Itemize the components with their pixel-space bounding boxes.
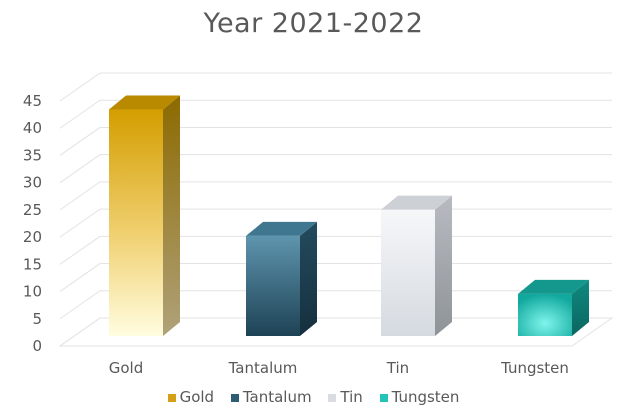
legend-item-tin: Tin (328, 388, 363, 406)
bar-side-gold (163, 95, 180, 337)
y-tick-label-35: 35 (23, 146, 42, 164)
bar-front-gold (109, 109, 163, 337)
x-tick-label-tantalum: Tantalum (228, 359, 298, 377)
legend-item-gold: Gold (167, 388, 215, 406)
legend-swatch-gold (167, 393, 176, 402)
chart-title: Year 2021-2022 (203, 8, 424, 39)
bar-tin (381, 195, 452, 336)
gridline-35 (59, 126, 612, 156)
bar-top-tin (381, 195, 452, 210)
gridline-45 (59, 72, 612, 102)
legend-swatch-tin (328, 393, 337, 402)
y-tick-label-10: 10 (23, 283, 42, 301)
chart-floor (58, 317, 614, 347)
x-tick-label-gold: Gold (109, 359, 144, 377)
y-tick-label-45: 45 (23, 92, 42, 110)
bar-front-tantalum (246, 235, 300, 336)
y-tick-label-30: 30 (23, 174, 42, 192)
y-tick-label-0: 0 (32, 337, 42, 355)
bar-gold (109, 95, 180, 337)
y-tick-label-5: 5 (32, 310, 42, 328)
y-tick-label-40: 40 (23, 119, 42, 137)
gridline-10 (59, 263, 612, 292)
bar-top-gold (109, 95, 180, 110)
bar-front-tin (381, 209, 435, 336)
legend-swatch-tantalum (230, 393, 239, 402)
bar-top-tantalum (246, 221, 317, 236)
bar-front-tungsten (518, 293, 572, 336)
legend-swatch-tungsten (379, 393, 388, 402)
x-tick-label-tin: Tin (386, 359, 409, 377)
legend-label-tantalum: Tantalum (242, 388, 312, 406)
gridline-40 (59, 99, 612, 129)
legend-item-tungsten: Tungsten (379, 388, 460, 406)
legend-label-tungsten: Tungsten (391, 388, 460, 406)
x-tick-label-tungsten: Tungsten (500, 359, 569, 377)
bar-side-tin (435, 195, 452, 336)
legend-label-tin: Tin (340, 388, 363, 406)
gridline-25 (59, 181, 612, 211)
y-tick-label-25: 25 (23, 201, 42, 219)
gridline-20 (59, 208, 612, 238)
gridline-30 (59, 154, 612, 184)
gridline-15 (59, 235, 612, 265)
bar-tungsten (518, 279, 589, 336)
y-tick-label-20: 20 (23, 228, 42, 246)
legend-label-gold: Gold (179, 388, 215, 406)
bar-side-tantalum (300, 221, 317, 336)
legend-item-tantalum: Tantalum (230, 388, 312, 406)
bar-top-tungsten (518, 279, 589, 294)
y-tick-label-15: 15 (23, 255, 42, 273)
bar-tantalum (246, 221, 317, 336)
bar-side-tungsten (572, 279, 589, 336)
chart-legend: Gold Tantalum Tin Tungsten (0, 388, 627, 406)
